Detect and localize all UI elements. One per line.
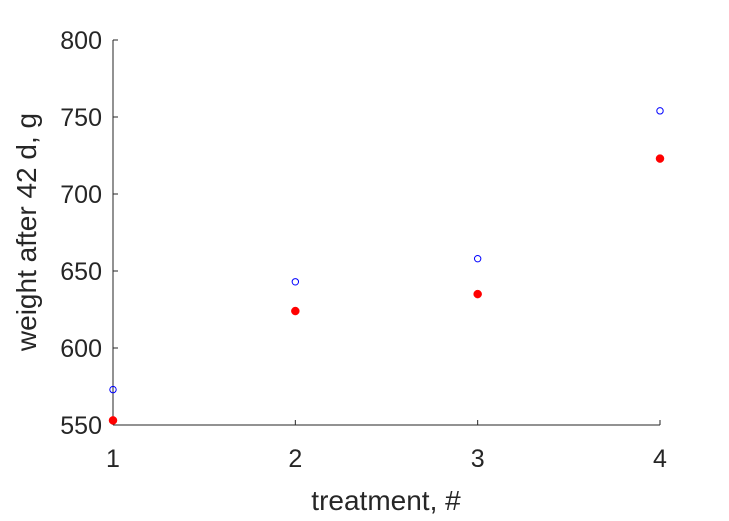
y-ticks: 550 600 650 700 750 800 bbox=[60, 27, 118, 440]
y-tick-label: 600 bbox=[60, 335, 102, 363]
filled-point-4 bbox=[655, 154, 665, 163]
y-tick-label: 800 bbox=[60, 27, 102, 55]
data-points bbox=[108, 107, 665, 425]
y-tick-label: 750 bbox=[60, 104, 102, 132]
open-point-1 bbox=[109, 385, 117, 394]
open-point-3 bbox=[473, 254, 482, 263]
axes bbox=[112, 40, 660, 426]
y-tick-label: 550 bbox=[60, 412, 102, 440]
y-axis-label: weight after 42 d, g bbox=[11, 113, 42, 352]
x-axis-label: treatment, # bbox=[311, 485, 461, 516]
x-tick-label: 3 bbox=[471, 445, 485, 473]
open-point-2 bbox=[291, 278, 300, 286]
filled-point-3 bbox=[473, 289, 482, 299]
filled-point-2 bbox=[291, 306, 300, 316]
x-tick-label: 1 bbox=[106, 445, 120, 473]
open-point-4 bbox=[656, 107, 664, 115]
x-tick-label: 2 bbox=[288, 445, 302, 473]
y-tick-label: 650 bbox=[60, 258, 102, 286]
x-ticks: 1 2 3 4 bbox=[106, 420, 667, 473]
y-tick-label: 700 bbox=[60, 181, 102, 209]
x-tick-label: 4 bbox=[653, 445, 667, 473]
filled-point-1 bbox=[108, 416, 118, 425]
